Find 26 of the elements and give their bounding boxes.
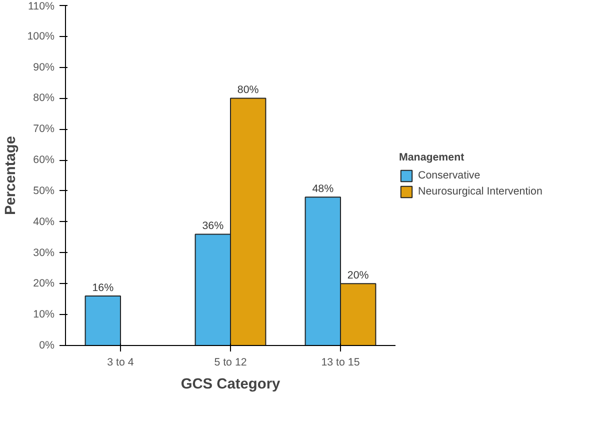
legend-label: Conservative <box>418 170 480 182</box>
y-tick-label: 110% <box>28 0 56 12</box>
y-tick-label: 10% <box>33 308 56 321</box>
data-label: 80% <box>237 84 260 96</box>
x-axis-title: GCS Category <box>180 376 282 392</box>
y-tick-label: 50% <box>33 184 56 197</box>
y-tick-label: 70% <box>33 123 56 136</box>
y-tick-label: 60% <box>33 154 56 166</box>
y-axis-title: Percentage <box>3 136 20 216</box>
x-tick-label: 13 to 15 <box>321 356 360 368</box>
y-tick-label: 80% <box>33 92 56 104</box>
data-label: 36% <box>202 220 224 232</box>
x-tick-label: 3 to 4 <box>107 356 134 368</box>
x-tick-label: 5 to 12 <box>214 356 247 368</box>
legend-label: Neurosurgical Intervention <box>418 186 542 198</box>
y-tick-label: 100% <box>27 30 56 42</box>
y-tick-label: 0% <box>39 340 56 352</box>
y-tick-label: 40% <box>33 216 56 228</box>
y-tick-label: 90% <box>33 61 56 74</box>
data-label: 48% <box>312 183 334 196</box>
data-label: 16% <box>92 282 114 294</box>
bar <box>84 296 121 346</box>
y-tick-label: 20% <box>33 278 56 290</box>
y-tick-label: 30% <box>33 246 56 259</box>
data-label: 20% <box>347 270 370 282</box>
legend-title: Management <box>399 152 466 164</box>
